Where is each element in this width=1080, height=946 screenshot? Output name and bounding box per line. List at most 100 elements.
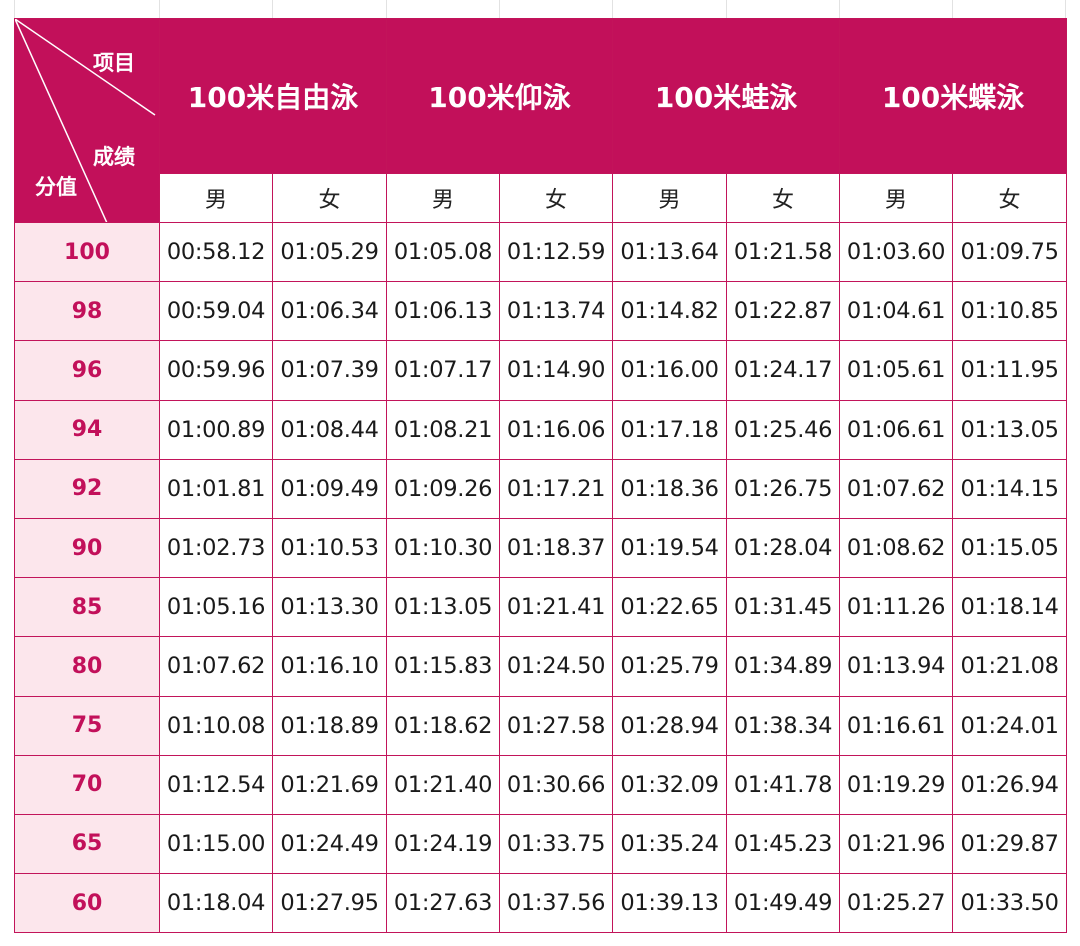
time-cell: 01:08.62 [839,517,954,579]
time-cell: 01:24.50 [499,636,614,697]
time-cell: 01:35.24 [612,813,728,875]
table-row: 85 01:05.16 01:13.30 01:13.05 01:21.41 01:22.… [14,577,1068,638]
gender-header-male: 男 [612,173,728,223]
time-cell: 01:01.81 [159,458,273,519]
time-cell: 01:14.90 [499,340,614,401]
time-cell: 01:06.34 [271,281,388,342]
time-cell: 01:15.00 [159,813,273,875]
time-cell: 01:08.44 [271,399,388,460]
time-cell: 01:21.40 [386,754,501,815]
time-cell: 01:13.94 [839,636,954,697]
time-cell: 01:09.26 [386,458,501,519]
time-cell: 01:05.61 [839,340,954,401]
time-cell: 01:27.95 [271,873,388,934]
time-cell: 01:38.34 [726,695,841,756]
time-cell: 01:13.74 [499,281,614,342]
time-cell: 01:22.65 [612,577,728,638]
time-cell: 01:13.30 [271,577,388,638]
time-cell: 01:25.27 [839,873,954,934]
score-value-cell: 92 [14,458,160,519]
time-cell: 01:24.01 [952,695,1068,756]
time-cell: 01:07.39 [271,340,388,401]
gender-header-male: 男 [386,173,501,223]
time-cell: 01:33.75 [499,813,614,875]
time-cell: 00:59.96 [159,340,273,401]
gender-header-female: 女 [952,173,1068,223]
time-cell: 01:11.26 [839,577,954,638]
time-cell: 01:02.73 [159,517,273,579]
time-cell: 01:21.41 [499,577,614,638]
score-value-cell: 96 [14,340,160,401]
time-cell: 01:17.18 [612,399,728,460]
table-row: 60 01:18.04 01:27.95 01:27.63 01:37.56 01:39.… [14,873,1068,934]
gender-header-male: 男 [839,173,954,223]
time-cell: 01:10.85 [952,281,1068,342]
table-row: 90 01:02.73 01:10.53 01:10.30 01:18.37 01:19.… [14,517,1068,579]
time-cell: 01:05.16 [159,577,273,638]
time-cell: 01:07.62 [159,636,273,697]
score-value-cell: 70 [14,754,160,815]
time-cell: 01:27.58 [499,695,614,756]
time-cell: 01:06.13 [386,281,501,342]
score-value-cell: 60 [14,873,160,934]
table-row: 75 01:10.08 01:18.89 01:18.62 01:27.58 01:28.… [14,695,1068,756]
time-cell: 01:16.00 [612,340,728,401]
table-row: 92 01:01.81 01:09.49 01:09.26 01:17.21 01:18.… [14,458,1068,519]
time-cell: 01:07.17 [386,340,501,401]
corner-diagonal-lines [15,19,156,222]
time-cell: 01:28.94 [612,695,728,756]
gender-header-female: 女 [499,173,614,223]
time-cell: 01:08.21 [386,399,501,460]
time-cell: 01:25.46 [726,399,841,460]
time-cell: 01:18.89 [271,695,388,756]
time-cell: 01:41.78 [726,754,841,815]
time-cell: 01:07.62 [839,458,954,519]
time-cell: 01:18.62 [386,695,501,756]
time-cell: 01:24.49 [271,813,388,875]
time-cell: 01:13.64 [612,221,728,283]
time-cell: 01:12.59 [499,221,614,283]
table-row: 98 00:59.04 01:06.34 01:06.13 01:13.74 01:14.… [14,281,1068,342]
table-row: 100 00:58.12 01:05.29 01:05.08 01:12.59 01:13… [14,221,1068,283]
gender-header-male: 男 [159,173,273,223]
time-cell: 01:18.04 [159,873,273,934]
corner-result-label: 成绩 [93,145,135,169]
score-value-cell: 98 [14,281,160,342]
time-cell: 01:21.08 [952,636,1068,697]
table-row: 94 01:00.89 01:08.44 01:08.21 01:16.06 01:17.… [14,399,1068,460]
event-header-freestyle: 100米自由泳 [158,18,388,174]
time-cell: 01:25.79 [612,636,728,697]
time-cell: 01:26.75 [726,458,841,519]
time-cell: 01:21.69 [271,754,388,815]
time-cell: 01:09.75 [952,221,1068,283]
time-cell: 01:12.54 [159,754,273,815]
time-cell: 01:49.49 [726,873,841,934]
time-cell: 01:18.14 [952,577,1068,638]
time-cell: 00:58.12 [159,221,273,283]
time-cell: 01:19.29 [839,754,954,815]
time-cell: 01:17.21 [499,458,614,519]
swimming-score-table: 项目 成绩 分值 100米自由泳 100米仰泳 100米蛙泳 100米蝶泳 男 … [14,18,1068,934]
time-cell: 01:30.66 [499,754,614,815]
score-value-cell: 65 [14,813,160,875]
gender-header-female: 女 [726,173,841,223]
time-cell: 01:00.89 [159,399,273,460]
time-cell: 01:19.54 [612,517,728,579]
time-cell: 01:13.05 [952,399,1068,460]
time-cell: 01:26.94 [952,754,1068,815]
time-cell: 01:16.06 [499,399,614,460]
score-value-cell: 94 [14,399,160,460]
corner-header-cell: 项目 成绩 分值 [14,18,160,223]
time-cell: 01:31.45 [726,577,841,638]
time-cell: 01:09.49 [271,458,388,519]
gender-header-female: 女 [271,173,388,223]
event-header-backstroke: 100米仰泳 [386,18,614,174]
time-cell: 01:16.61 [839,695,954,756]
table-row: 70 01:12.54 01:21.69 01:21.40 01:30.66 01:32.… [14,754,1068,815]
event-header-butterfly: 100米蝶泳 [839,18,1068,174]
score-value-cell: 75 [14,695,160,756]
time-cell: 01:06.61 [839,399,954,460]
time-cell: 01:10.53 [271,517,388,579]
score-table-body: 100 00:58.12 01:05.29 01:05.08 01:12.59 01:13… [14,221,1068,934]
